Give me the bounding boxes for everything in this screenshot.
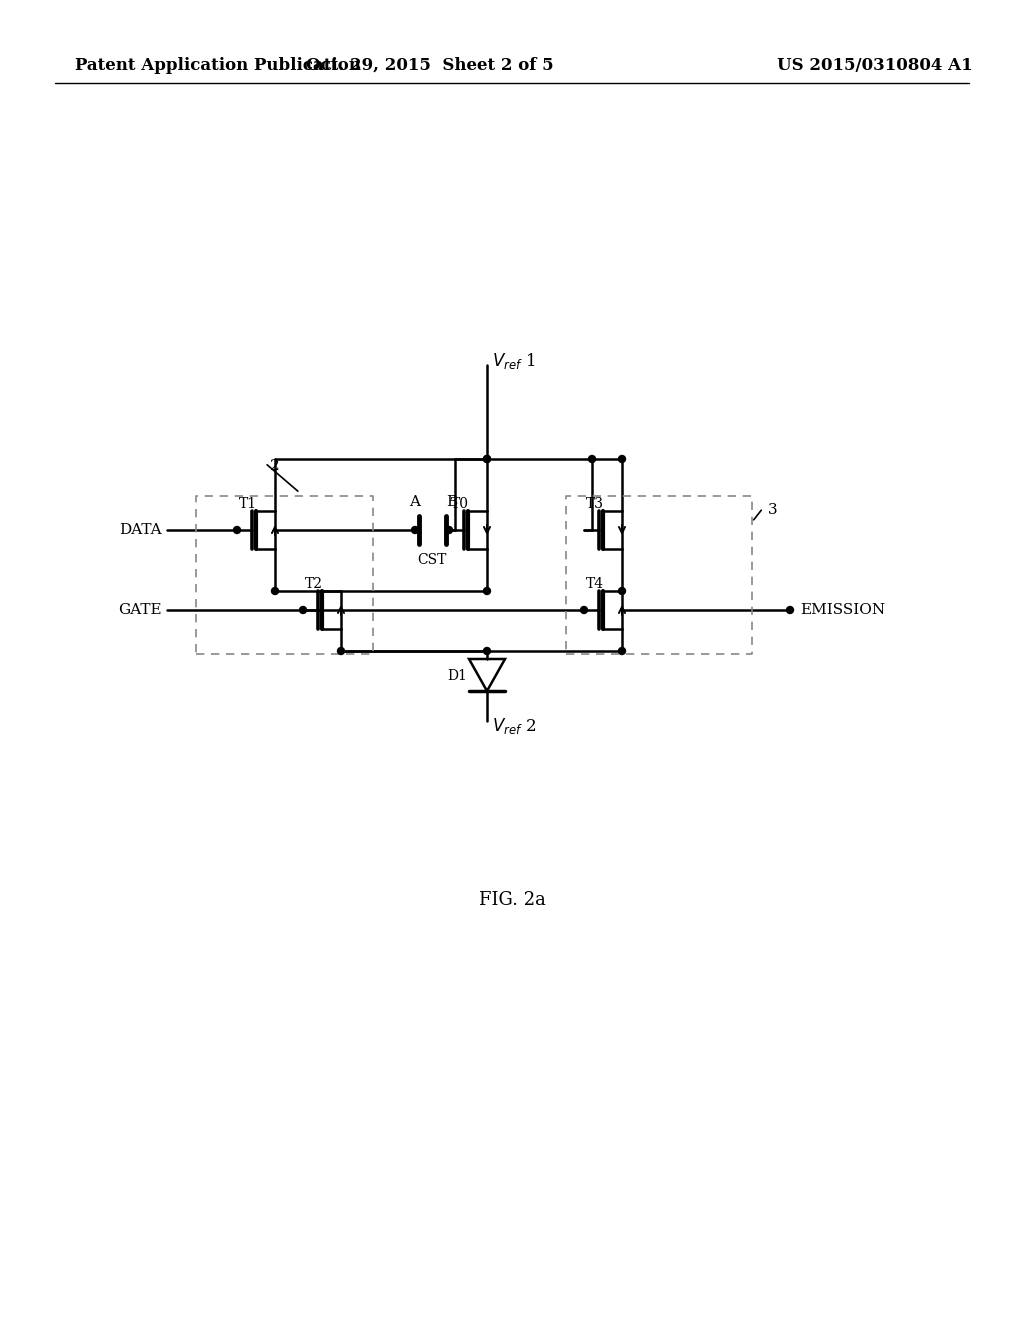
Text: FIG. 2a: FIG. 2a bbox=[478, 891, 546, 909]
Text: T2: T2 bbox=[305, 577, 323, 591]
Text: 2: 2 bbox=[270, 459, 280, 473]
Text: Patent Application Publication: Patent Application Publication bbox=[75, 57, 360, 74]
Text: GATE: GATE bbox=[119, 603, 162, 616]
Text: US 2015/0310804 A1: US 2015/0310804 A1 bbox=[777, 57, 973, 74]
Circle shape bbox=[412, 527, 419, 533]
Text: $V_{ref}$ 1: $V_{ref}$ 1 bbox=[492, 351, 536, 371]
Circle shape bbox=[233, 527, 241, 533]
Circle shape bbox=[445, 527, 453, 533]
Text: $V_{ref}$ 2: $V_{ref}$ 2 bbox=[492, 715, 537, 737]
Circle shape bbox=[786, 606, 794, 614]
Text: CST: CST bbox=[418, 553, 446, 568]
Circle shape bbox=[618, 648, 626, 655]
Circle shape bbox=[589, 455, 596, 462]
Text: T4: T4 bbox=[586, 577, 604, 591]
Text: B: B bbox=[446, 495, 457, 510]
Text: DATA: DATA bbox=[120, 523, 162, 537]
Text: T0: T0 bbox=[451, 498, 469, 511]
Circle shape bbox=[618, 587, 626, 594]
Text: EMISSION: EMISSION bbox=[800, 603, 885, 616]
Circle shape bbox=[299, 606, 306, 614]
Circle shape bbox=[483, 455, 490, 462]
Circle shape bbox=[618, 455, 626, 462]
Circle shape bbox=[581, 606, 588, 614]
Circle shape bbox=[483, 648, 490, 655]
Circle shape bbox=[271, 587, 279, 594]
Text: Oct. 29, 2015  Sheet 2 of 5: Oct. 29, 2015 Sheet 2 of 5 bbox=[306, 57, 554, 74]
Circle shape bbox=[483, 587, 490, 594]
Circle shape bbox=[338, 648, 344, 655]
Text: 3: 3 bbox=[768, 503, 777, 517]
Text: T1: T1 bbox=[239, 498, 257, 511]
Text: A: A bbox=[410, 495, 421, 510]
Circle shape bbox=[483, 455, 490, 462]
Text: T3: T3 bbox=[586, 498, 604, 511]
Text: D1: D1 bbox=[447, 669, 467, 682]
